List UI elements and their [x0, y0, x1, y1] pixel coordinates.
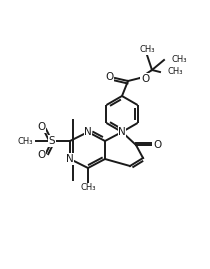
Text: S: S [49, 136, 55, 146]
Text: N: N [66, 154, 74, 164]
Text: O: O [141, 74, 149, 84]
Text: N: N [118, 127, 126, 137]
Text: O: O [105, 72, 113, 82]
Text: O: O [37, 150, 45, 160]
Text: O: O [37, 122, 45, 132]
Text: O: O [153, 140, 161, 150]
Text: CH₃: CH₃ [80, 183, 96, 193]
Text: CH₃: CH₃ [172, 55, 188, 65]
Text: CH₃: CH₃ [17, 136, 33, 146]
Text: CH₃: CH₃ [168, 68, 184, 76]
Text: N: N [84, 127, 92, 137]
Text: CH₃: CH₃ [139, 45, 155, 55]
